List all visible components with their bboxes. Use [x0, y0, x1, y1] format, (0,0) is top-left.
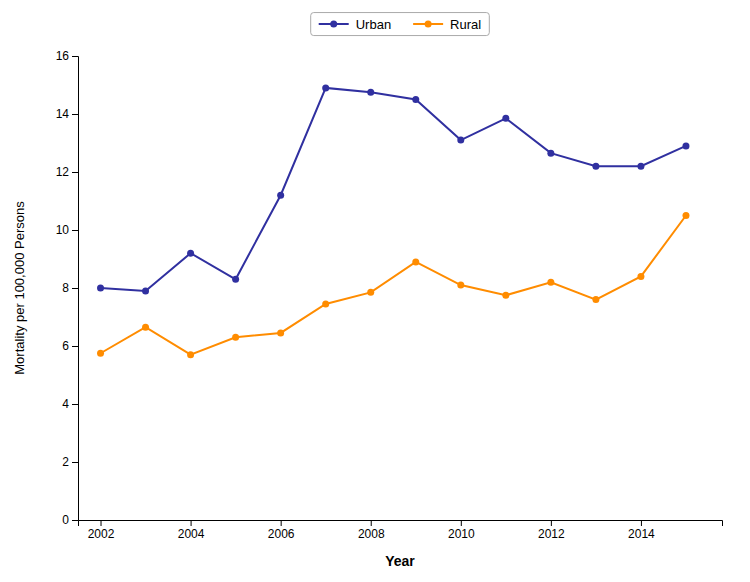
y-axis-tick-mark — [72, 288, 78, 289]
x-axis-tick-label: 2002 — [88, 527, 115, 541]
point — [457, 137, 464, 144]
point — [232, 276, 239, 283]
x-axis-line — [79, 521, 723, 527]
x-axis-tick: 2010 — [448, 520, 475, 541]
point — [277, 329, 284, 336]
y-axis-tick-mark — [72, 346, 78, 347]
legend-item: Urban — [319, 17, 391, 32]
point — [142, 287, 149, 294]
y-axis-tick: 16 — [56, 49, 78, 63]
y-axis-tick: 12 — [56, 165, 78, 179]
y-axis-tick: 4 — [62, 397, 78, 411]
point — [502, 115, 509, 122]
x-axis-tick-mark — [191, 520, 192, 526]
y-axis-tick-label: 2 — [62, 455, 69, 469]
x-axis-tick: 2014 — [628, 520, 655, 541]
x-axis-tick: 2002 — [88, 520, 115, 541]
y-axis-tick-label: 16 — [56, 49, 70, 63]
x-axis-title: Year — [385, 553, 415, 569]
y-axis-tick-mark — [72, 462, 78, 463]
y-axis-tick-mark — [72, 404, 78, 405]
series-group — [97, 84, 689, 358]
y-axis-tick-label: 4 — [62, 397, 69, 411]
y-axis-tick-mark — [72, 56, 78, 57]
x-axis-tick-label: 2004 — [178, 527, 205, 541]
x-axis-tick-mark — [461, 520, 462, 526]
y-axis: 0 2 4 6 8 10 12 14 16 — [56, 49, 79, 527]
x-axis-tick-label: 2010 — [448, 527, 475, 541]
point — [187, 351, 194, 358]
point — [502, 292, 509, 299]
point — [367, 89, 374, 96]
x-axis-tick: 2012 — [538, 520, 565, 541]
point — [142, 324, 149, 331]
legend-label: Urban — [356, 17, 391, 32]
y-axis-title: Mortality per 100,000 Persons — [12, 201, 27, 375]
x-axis-tick-mark — [371, 520, 372, 526]
point — [592, 163, 599, 170]
y-axis-tick-mark — [72, 114, 78, 115]
point — [637, 163, 644, 170]
point — [592, 296, 599, 303]
x-axis-tick-mark — [551, 520, 552, 526]
series — [97, 212, 689, 358]
y-axis-tick: 0 — [62, 513, 78, 527]
point — [277, 192, 284, 199]
y-axis-tick-label: 12 — [56, 165, 70, 179]
y-axis-tick: 8 — [62, 281, 78, 295]
legend-marker — [425, 21, 432, 28]
x-axis-tick-label: 2008 — [358, 527, 385, 541]
point — [367, 289, 374, 296]
y-axis-tick: 6 — [62, 339, 78, 353]
legend-frame — [311, 13, 490, 36]
x-axis-tick-mark — [641, 520, 642, 526]
y-axis-tick-mark — [72, 520, 78, 521]
point — [547, 279, 554, 286]
x-axis: 2002 2004 2006 2008 2010 2012 2014 — [79, 520, 723, 541]
x-axis-tick: 2006 — [268, 520, 295, 541]
x-axis-tick-label: 2012 — [538, 527, 565, 541]
legend: Urban Rural — [311, 13, 490, 36]
point — [547, 150, 554, 157]
series — [97, 84, 689, 294]
x-axis-tick-mark — [101, 520, 102, 526]
legend-item: Rural — [413, 17, 481, 32]
chart: 2002 2004 2006 2008 2010 2012 2014 0 2 4 6 8 10 12 14 1… — [0, 0, 750, 582]
point — [412, 258, 419, 265]
x-axis-tick-label: 2014 — [628, 527, 655, 541]
y-axis-tick-label: 14 — [56, 107, 70, 121]
point — [682, 142, 689, 149]
y-axis-tick: 14 — [56, 107, 78, 121]
x-axis-tick-mark — [281, 520, 282, 526]
y-axis-tick-mark — [72, 230, 78, 231]
line — [101, 216, 686, 355]
point — [322, 300, 329, 307]
x-axis-tick: 2008 — [358, 520, 385, 541]
y-axis-tick: 10 — [56, 223, 78, 237]
x-axis-tick: 2004 — [178, 520, 205, 541]
point — [187, 250, 194, 257]
y-axis-tick-label: 6 — [62, 339, 69, 353]
y-axis-tick-label: 10 — [56, 223, 70, 237]
y-axis-tick-label: 0 — [62, 513, 69, 527]
point — [412, 96, 419, 103]
y-axis-tick-label: 8 — [62, 281, 69, 295]
y-axis-line — [72, 57, 79, 521]
point — [232, 334, 239, 341]
line — [101, 88, 686, 291]
y-axis-tick-mark — [72, 172, 78, 173]
plot: 2002 2004 2006 2008 2010 2012 2014 0 2 4 6 8 10 12 14 1… — [12, 49, 723, 569]
x-axis-tick-label: 2006 — [268, 527, 295, 541]
point — [322, 84, 329, 91]
point — [97, 285, 104, 292]
legend-marker — [330, 21, 337, 28]
point — [682, 212, 689, 219]
point — [457, 282, 464, 289]
legend-label: Rural — [450, 17, 481, 32]
y-axis-tick: 2 — [62, 455, 78, 469]
point — [97, 350, 104, 357]
point — [637, 273, 644, 280]
